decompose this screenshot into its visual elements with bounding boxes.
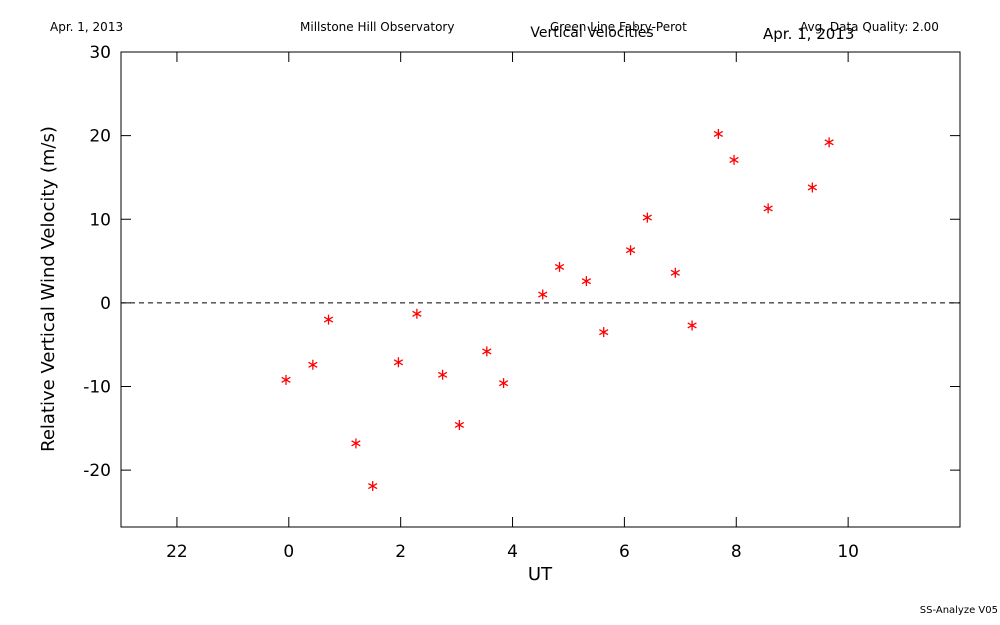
data-point bbox=[308, 359, 318, 370]
chart-title: Vertical Velocities bbox=[530, 25, 653, 41]
date-right: Apr. 1, 2013 bbox=[763, 25, 854, 43]
data-point bbox=[824, 137, 834, 148]
data-point bbox=[670, 267, 680, 278]
y-tick-label: -20 bbox=[83, 461, 111, 481]
data-point bbox=[687, 320, 697, 331]
x-tick-label: 8 bbox=[731, 542, 742, 562]
data-point bbox=[642, 212, 652, 223]
y-tick-label: 10 bbox=[89, 210, 111, 230]
y-tick-label: 30 bbox=[89, 43, 111, 63]
data-point bbox=[807, 182, 817, 193]
data-point bbox=[729, 154, 739, 165]
x-tick-label: 6 bbox=[619, 542, 630, 562]
observatory: Millstone Hill Observatory bbox=[300, 20, 454, 34]
x-tick-label: 0 bbox=[283, 542, 294, 562]
data-point bbox=[554, 261, 565, 272]
data-point bbox=[713, 128, 724, 139]
x-tick-label: 10 bbox=[837, 542, 859, 562]
data-point bbox=[581, 276, 592, 287]
data-point bbox=[498, 378, 509, 389]
data-point bbox=[625, 245, 636, 256]
data-point bbox=[538, 289, 548, 300]
data-point bbox=[323, 314, 334, 325]
data-point bbox=[454, 419, 465, 430]
data-point bbox=[281, 374, 291, 385]
y-tick-label: 0 bbox=[100, 294, 111, 314]
data-point bbox=[763, 203, 773, 214]
data-point bbox=[482, 346, 492, 357]
x-tick-label: 4 bbox=[507, 542, 518, 562]
data-quality: Avg. Data Quality: 2.00 bbox=[800, 20, 939, 34]
x-tick-label: 22 bbox=[166, 542, 188, 562]
y-tick-label: -10 bbox=[83, 378, 111, 398]
plot-frame bbox=[120, 51, 961, 528]
y-axis-label: Relative Vertical Wind Velocity (m/s) bbox=[38, 126, 59, 452]
data-point bbox=[351, 438, 361, 449]
date-left: Apr. 1, 2013 bbox=[50, 20, 123, 34]
data-point bbox=[599, 327, 609, 338]
data-point bbox=[368, 481, 378, 492]
x-axis-label: UT bbox=[528, 564, 553, 585]
y-tick-label: 20 bbox=[89, 127, 111, 147]
data-point bbox=[412, 308, 422, 319]
x-tick-label: 2 bbox=[395, 542, 406, 562]
instrument: Green Line Fabry-Perot bbox=[550, 20, 687, 34]
data-point bbox=[393, 357, 404, 368]
software-label: SS-Analyze V05 bbox=[920, 605, 998, 616]
data-point bbox=[437, 369, 448, 380]
